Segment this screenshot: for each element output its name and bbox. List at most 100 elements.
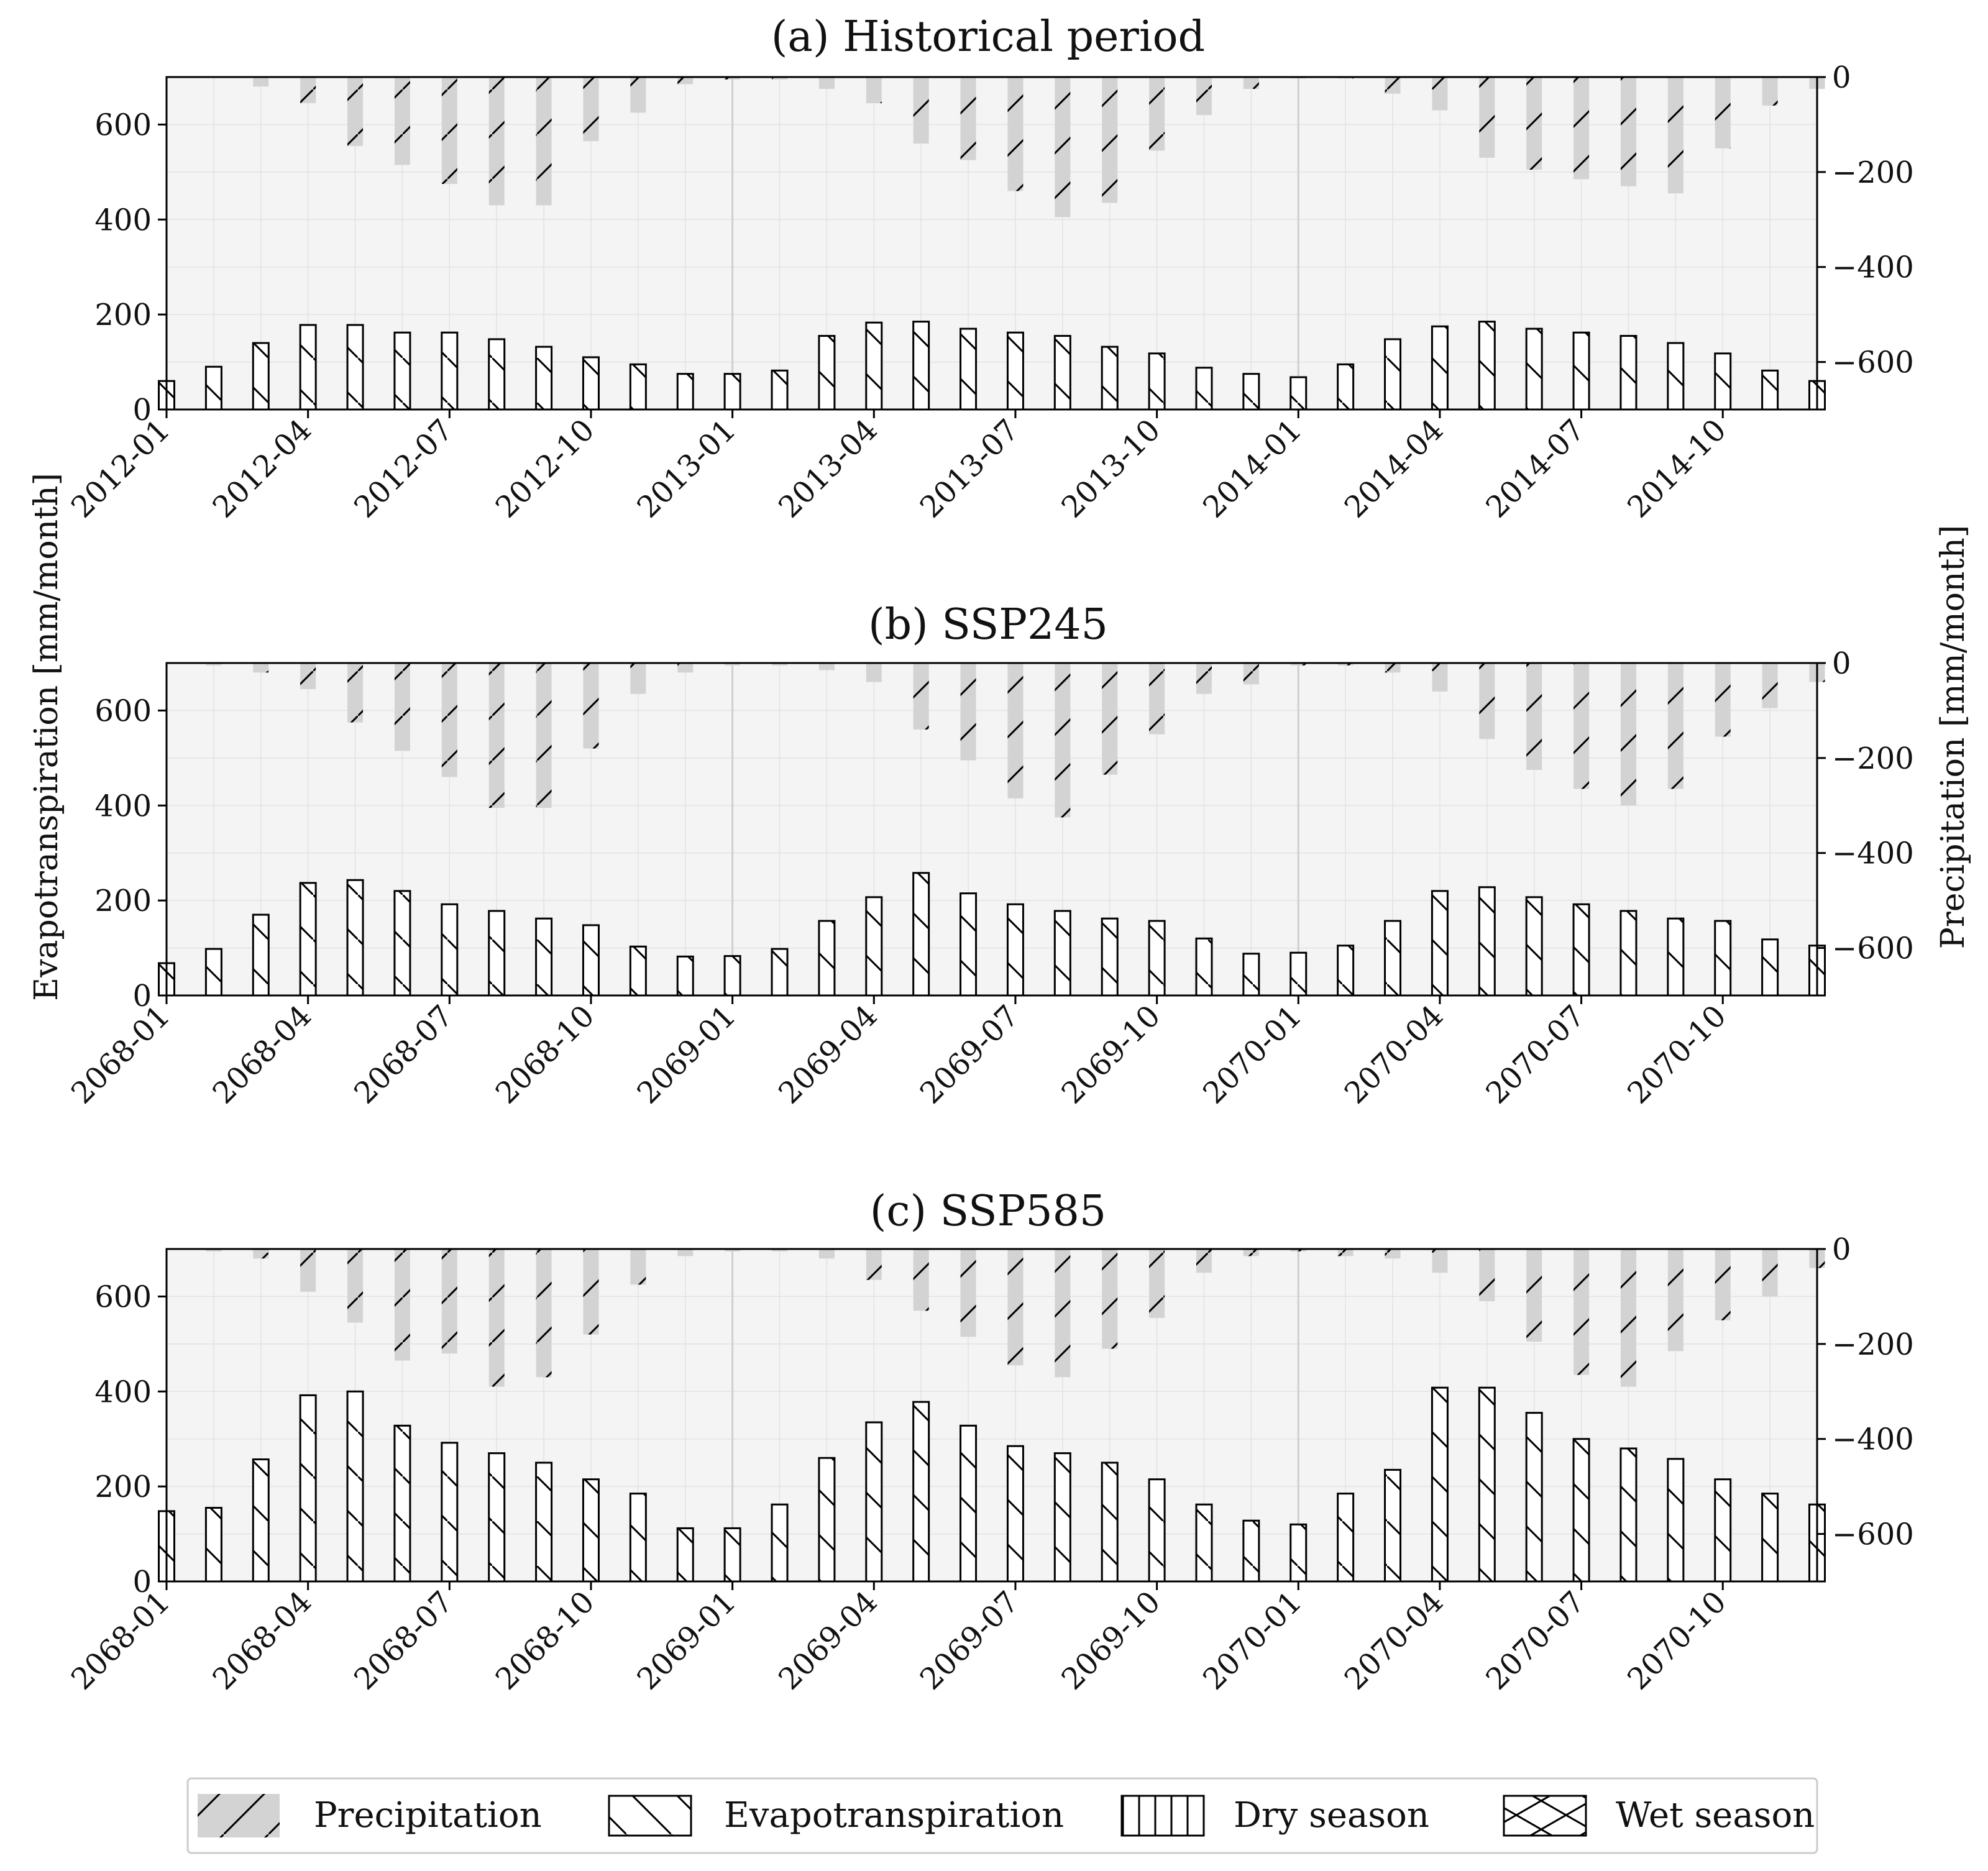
evapotranspiration-bar-hatch bbox=[1667, 343, 1683, 409]
evapotranspiration-bar-hatch bbox=[394, 332, 410, 409]
y-axis-label-right: Precipitation [mm/month] bbox=[1935, 525, 1972, 949]
precipitation-bar-hatch bbox=[300, 663, 316, 690]
evapotranspiration-bar-hatch bbox=[1243, 953, 1259, 995]
evapotranspiration-bar-hatch bbox=[1149, 921, 1165, 995]
precipitation-bar-hatch bbox=[818, 77, 835, 89]
y-tick-label: 0 bbox=[132, 393, 152, 428]
precipitation-bar-hatch bbox=[206, 1249, 222, 1251]
evapotranspiration-bar-hatch bbox=[818, 921, 835, 995]
precipitation-bar-hatch bbox=[913, 77, 929, 144]
x-tick-label: 2070-04 bbox=[1338, 999, 1450, 1111]
evapotranspiration-bar-hatch bbox=[772, 1504, 788, 1581]
x-tick-label: 2069-04 bbox=[772, 1585, 884, 1697]
precipitation-bar-hatch bbox=[394, 663, 410, 751]
evapotranspiration-bar-hatch bbox=[206, 1507, 222, 1581]
precipitation-bar-hatch bbox=[1007, 77, 1024, 191]
precipitation-bar-hatch bbox=[394, 1249, 410, 1361]
x-tick-label: 2069-04 bbox=[772, 999, 884, 1111]
evapotranspiration-bar-hatch bbox=[630, 1493, 646, 1581]
panel-title: (c) SSP585 bbox=[870, 1187, 1106, 1236]
precipitation-bar-hatch bbox=[1667, 1249, 1683, 1352]
precipitation-bar-hatch bbox=[1573, 663, 1590, 789]
x-tick-label: 2014-01 bbox=[1196, 413, 1309, 525]
y2-tick-label: −200 bbox=[1832, 155, 1914, 190]
x-tick-label: 2014-04 bbox=[1338, 413, 1450, 525]
precipitation-bar-hatch bbox=[1007, 663, 1024, 798]
x-tick-label: 2068-04 bbox=[206, 1585, 319, 1697]
x-tick-label: 2070-10 bbox=[1621, 999, 1733, 1111]
precipitation-bar-hatch bbox=[725, 1249, 741, 1251]
precipitation-bar-hatch bbox=[1526, 663, 1542, 770]
evapotranspiration-bar-hatch bbox=[441, 332, 457, 409]
evapotranspiration-bar-hatch bbox=[1149, 1479, 1165, 1581]
evapotranspiration-bar-hatch bbox=[913, 872, 929, 995]
precipitation-bar-hatch bbox=[1573, 1249, 1590, 1375]
evapotranspiration-bar-hatch bbox=[536, 347, 552, 409]
evapotranspiration-bar-hatch bbox=[347, 1391, 364, 1581]
x-tick-label: 2013-04 bbox=[772, 413, 884, 525]
x-tick-label: 2012-04 bbox=[206, 413, 319, 525]
precipitation-bar-hatch bbox=[1102, 1249, 1118, 1349]
precipitation-bar-hatch bbox=[1055, 663, 1071, 818]
evapotranspiration-bar-hatch bbox=[866, 1422, 882, 1581]
evapotranspiration-bar-hatch bbox=[772, 370, 788, 409]
precipitation-bar-hatch bbox=[1243, 77, 1259, 89]
precipitation-bar-hatch bbox=[1055, 1249, 1071, 1378]
x-tick-label: 2070-07 bbox=[1479, 1585, 1592, 1697]
x-tick-label: 2069-01 bbox=[630, 999, 743, 1111]
x-tick-label: 2070-07 bbox=[1479, 999, 1592, 1111]
precipitation-bar-hatch bbox=[1620, 663, 1636, 806]
evapotranspiration-bar-hatch bbox=[725, 373, 741, 409]
legend-swatch-dry-season-hatch bbox=[1122, 1796, 1204, 1836]
precipitation-bar-hatch bbox=[1667, 77, 1683, 194]
precipitation-bar-hatch bbox=[1432, 77, 1448, 111]
precipitation-bar-hatch bbox=[677, 1249, 694, 1256]
evapotranspiration-bar-hatch bbox=[1007, 332, 1024, 409]
legend-frame bbox=[186, 1777, 1818, 1854]
precipitation-bar-hatch bbox=[1196, 77, 1212, 116]
evapotranspiration-bar-hatch bbox=[1337, 364, 1354, 409]
precipitation-bar-hatch bbox=[347, 77, 364, 146]
axes-frame bbox=[165, 662, 1818, 997]
precipitation-bar-hatch bbox=[1337, 1249, 1354, 1256]
evapotranspiration-bar-hatch bbox=[1290, 1524, 1306, 1581]
precipitation-bar-hatch bbox=[583, 663, 599, 749]
evapotranspiration-bar-hatch bbox=[1479, 887, 1495, 995]
evapotranspiration-bar-hatch bbox=[1243, 373, 1259, 409]
precipitation-bar-hatch bbox=[1620, 77, 1636, 186]
evapotranspiration-bar-hatch bbox=[677, 1528, 694, 1581]
evapotranspiration-bar-hatch bbox=[1290, 377, 1306, 409]
evapotranspiration-bar-hatch bbox=[347, 324, 364, 409]
evapotranspiration-bar-hatch bbox=[300, 1395, 316, 1581]
precipitation-bar-hatch bbox=[772, 77, 788, 80]
precipitation-bar-hatch bbox=[253, 77, 269, 87]
y2-tick-label: −200 bbox=[1832, 1327, 1914, 1362]
evapotranspiration-bar-hatch bbox=[488, 339, 505, 409]
y-tick-label: 400 bbox=[94, 789, 152, 823]
panel-ssp245: (b) SSP245 0 200 400 600 0 −200 −400 −600 2068-0… bbox=[65, 600, 1914, 1111]
y2-tick-label: −600 bbox=[1832, 1517, 1914, 1552]
precipitation-bar-hatch bbox=[960, 663, 976, 761]
precipitation-bar-hatch bbox=[630, 663, 646, 694]
x-tick-label: 2069-01 bbox=[630, 1585, 743, 1697]
evapotranspiration-bar-hatch bbox=[960, 893, 976, 995]
precipitation-bar-hatch bbox=[1385, 1249, 1401, 1259]
precipitation-bar-hatch bbox=[488, 663, 505, 808]
evapotranspiration-bar-hatch bbox=[677, 956, 694, 995]
evapotranspiration-bar-hatch bbox=[1762, 1493, 1778, 1581]
evapotranspiration-bar-hatch bbox=[1526, 897, 1542, 995]
precipitation-bar-hatch bbox=[441, 663, 457, 777]
precipitation-bar-hatch bbox=[1479, 663, 1495, 739]
evapotranspiration-bar-hatch bbox=[1196, 938, 1212, 995]
axes-frame bbox=[165, 76, 1818, 411]
precipitation-bar-hatch bbox=[1243, 663, 1259, 685]
y-tick-label: 400 bbox=[94, 203, 152, 237]
evapotranspiration-bar-hatch bbox=[1715, 1479, 1731, 1581]
x-tick-label: 2013-01 bbox=[630, 413, 743, 525]
precipitation-bar-hatch bbox=[772, 663, 788, 666]
evapotranspiration-bar-hatch bbox=[866, 897, 882, 995]
x-tick-label: 2068-01 bbox=[65, 1585, 177, 1697]
evapotranspiration-bar-hatch bbox=[1526, 329, 1542, 409]
precipitation-bar-hatch bbox=[960, 77, 976, 160]
